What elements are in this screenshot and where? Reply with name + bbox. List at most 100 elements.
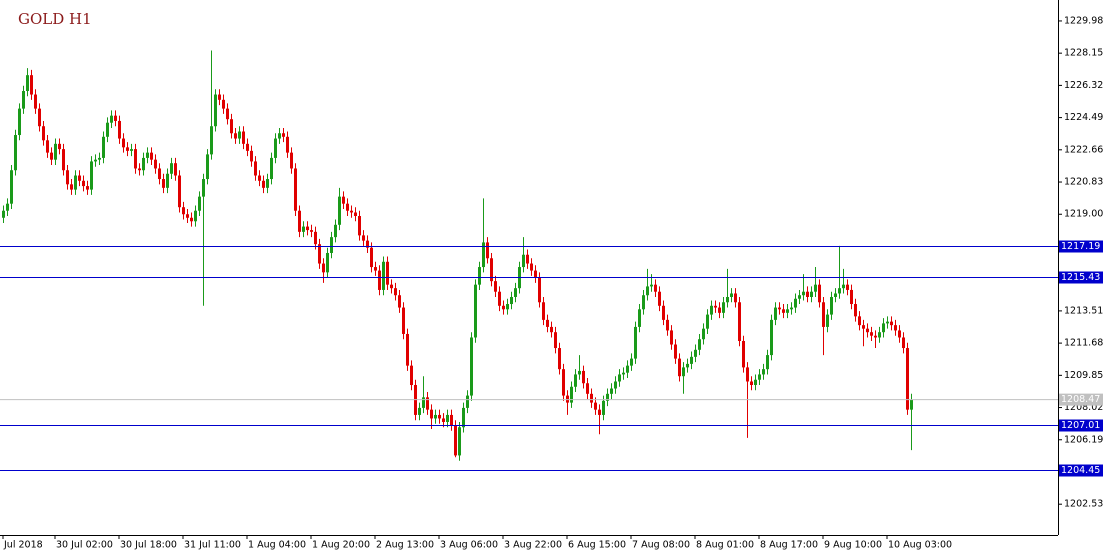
candle-body: [846, 284, 849, 290]
candle-body: [702, 328, 705, 340]
candle-body: [90, 161, 93, 190]
candle-body: [98, 157, 101, 160]
candle-body: [534, 270, 537, 278]
x-tick-label: 8 Aug 17:00: [760, 540, 818, 551]
candle-body: [306, 226, 309, 231]
x-tick-label: 31 Jul 11:00: [184, 540, 241, 551]
candle-body: [742, 340, 745, 368]
y-tick-label: 1209.85: [1064, 370, 1103, 381]
candle-body: [150, 152, 153, 160]
candle-body: [466, 395, 469, 408]
candle-body: [230, 119, 233, 134]
candle-body: [706, 314, 709, 329]
candle-body: [114, 115, 117, 121]
candle-body: [562, 369, 565, 396]
candle-body: [654, 284, 657, 292]
candle-body: [758, 374, 761, 380]
candle-body: [10, 170, 13, 204]
candle-body: [330, 237, 333, 253]
x-tick-label: 3 Aug 06:00: [440, 540, 498, 551]
candle-body: [174, 163, 177, 176]
candle-body: [878, 332, 881, 338]
candle-body: [110, 115, 113, 123]
candle-body: [154, 159, 157, 169]
candle-body: [530, 263, 533, 271]
candle-body: [190, 217, 193, 222]
candle-body: [410, 365, 413, 386]
candle-body: [730, 293, 733, 297]
candle-body: [614, 381, 617, 389]
level-label-bg: [1059, 464, 1103, 477]
candle-body: [634, 326, 637, 359]
candle-body: [726, 296, 729, 303]
candle-body: [14, 135, 17, 171]
y-tick-label: 1224.49: [1064, 112, 1103, 123]
chart-title: GOLD H1: [18, 10, 92, 28]
candle-body: [278, 133, 281, 139]
candle-body: [714, 305, 717, 308]
candle-body: [770, 319, 773, 356]
candle-body: [838, 288, 841, 294]
candle-body: [2, 210, 5, 218]
x-tick-label: 9 Aug 10:00: [824, 540, 882, 551]
candle-body: [226, 108, 229, 120]
candle-body: [78, 175, 81, 181]
x-tick-label: 8 Aug 01:00: [696, 540, 754, 551]
level-label-bg: [1059, 419, 1103, 432]
candle-body: [86, 186, 89, 190]
candle-body: [574, 374, 577, 387]
candle-body: [26, 75, 29, 92]
candle-body: [42, 126, 45, 141]
candle-body: [666, 319, 669, 331]
candle-body: [890, 321, 893, 326]
candle-body: [166, 173, 169, 188]
y-tick-label: 1206.19: [1064, 434, 1103, 445]
candle-body: [214, 94, 217, 127]
candle-body: [130, 149, 133, 151]
candle-body: [750, 381, 753, 386]
candle-body: [910, 399, 913, 410]
candle-body: [102, 136, 105, 158]
candle-body: [738, 302, 741, 341]
candle-body: [386, 261, 389, 285]
y-tick-label: 1219.00: [1064, 209, 1103, 220]
candle-body: [426, 397, 429, 410]
candle-body: [106, 122, 109, 137]
candle-body: [790, 307, 793, 310]
y-tick-label: 1229.98: [1064, 15, 1103, 26]
candle-body: [802, 291, 805, 296]
candle-body: [82, 180, 85, 187]
candle-body: [506, 304, 509, 310]
candle-body: [778, 307, 781, 310]
candle-body: [250, 150, 253, 162]
x-tick-label: 6 Aug 15:00: [568, 540, 626, 551]
candle-body: [558, 348, 561, 370]
candle-body: [370, 247, 373, 268]
candle-body: [62, 149, 65, 171]
y-tick-label: 1226.32: [1064, 80, 1103, 91]
candle-body: [886, 321, 889, 324]
candle-body: [182, 207, 185, 215]
candle-body: [898, 330, 901, 338]
candle-body: [210, 126, 213, 155]
y-tick-label: 1213.51: [1064, 305, 1103, 316]
candle-body: [286, 136, 289, 153]
candle-body: [538, 277, 541, 303]
candle-body: [22, 91, 25, 109]
candle-body: [454, 425, 457, 456]
candle-body: [842, 284, 845, 289]
candle-body: [94, 159, 97, 162]
candle-body: [30, 75, 33, 95]
candle-body: [734, 293, 737, 303]
candle-body: [818, 284, 821, 303]
candle-body: [258, 175, 261, 181]
candle-body: [622, 372, 625, 375]
candle-body: [610, 388, 613, 394]
candle-body: [698, 339, 701, 350]
candle-body: [34, 94, 37, 109]
x-tick-label: 3 Aug 22:00: [504, 540, 562, 551]
candle-body: [606, 393, 609, 401]
candle-body: [794, 298, 797, 308]
candle-body: [418, 407, 421, 415]
candle-body: [474, 284, 477, 338]
